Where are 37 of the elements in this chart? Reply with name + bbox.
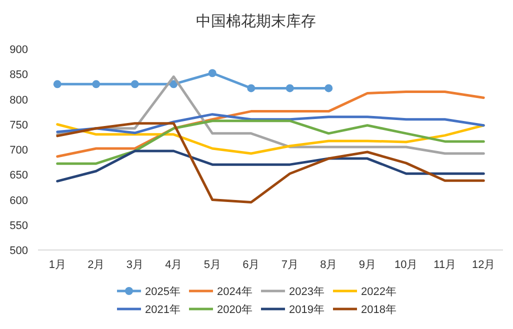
x-tick-label: 2月	[88, 259, 105, 271]
point	[53, 80, 62, 88]
x-tick-label: 8月	[320, 259, 338, 271]
y-tick-label: 750	[10, 119, 28, 132]
legend-label: 2021年	[145, 304, 180, 316]
legend-label: 2024年	[217, 286, 252, 298]
x-tick-label: 11月	[434, 259, 456, 271]
legend-label: 2025年	[145, 286, 180, 298]
x-tick-label: 7月	[281, 259, 298, 271]
y-tick-label: 600	[10, 194, 28, 207]
legend-label: 2019年	[289, 304, 324, 316]
y-tick-label: 850	[10, 69, 28, 82]
x-tick-label: 9月	[358, 259, 376, 271]
y-tick-label: 650	[10, 170, 28, 182]
x-tick-label: 12月	[472, 259, 496, 271]
x-tick-label: 1月	[48, 259, 66, 271]
legend-label: 2023年	[289, 286, 324, 298]
legend-label: 2022年	[361, 286, 396, 298]
point	[324, 84, 333, 92]
y-tick-label: 500	[10, 245, 28, 257]
point	[208, 69, 216, 78]
x-tick-label: 6月	[242, 259, 260, 271]
x-tick-label: 4月	[165, 259, 182, 271]
x-tick-label: 3月	[126, 259, 144, 271]
point	[286, 84, 294, 92]
y-tick-label: 800	[10, 94, 28, 106]
y-tick-label: 900	[10, 44, 28, 56]
point	[130, 80, 139, 88]
legend-label: 2020年	[217, 304, 252, 316]
x-tick-label: 10月	[394, 259, 418, 271]
chart-title: 中国棉花期末库存	[196, 13, 316, 30]
legend-label: 2018年	[361, 304, 396, 316]
y-tick-label: 700	[10, 144, 28, 156]
y-tick-label: 550	[10, 220, 28, 232]
point	[247, 84, 256, 92]
x-tick-label: 5月	[204, 259, 221, 271]
point	[92, 80, 100, 88]
